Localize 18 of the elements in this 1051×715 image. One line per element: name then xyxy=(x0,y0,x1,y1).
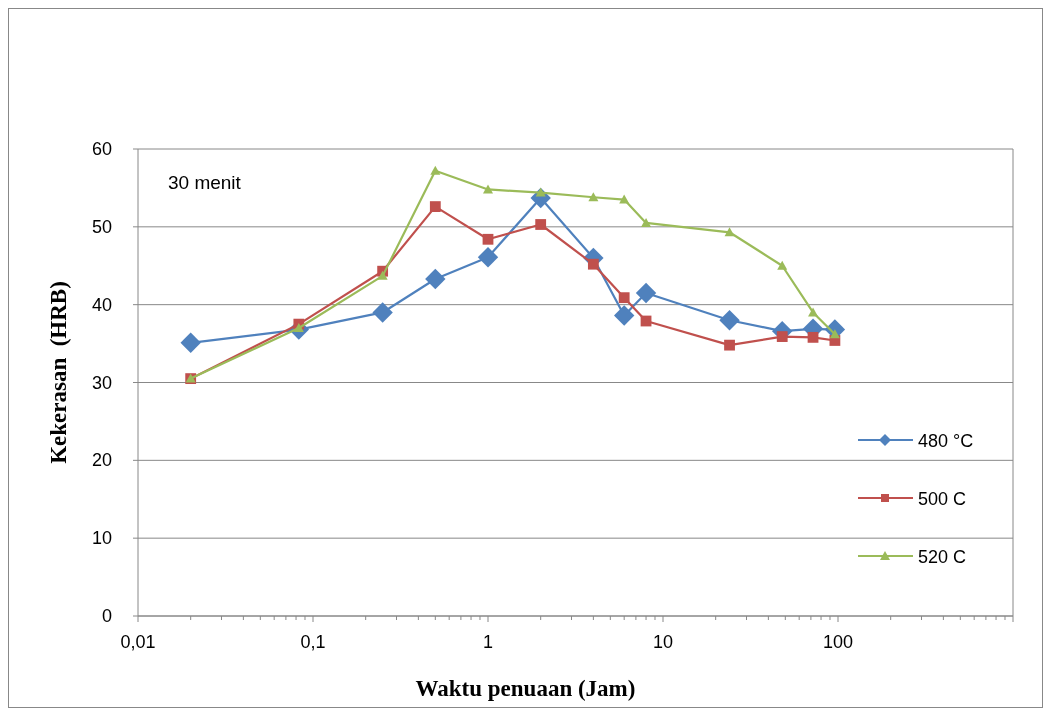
y-tick-label: 0 xyxy=(101,606,112,626)
x-tick-label: 0,1 xyxy=(300,632,326,652)
y-tick-label: 30 xyxy=(91,372,112,393)
y-tick-label: 50 xyxy=(91,216,112,237)
legend-label: 480 °C xyxy=(918,431,974,451)
x-axis-title: Waktu penuaan (Jam) xyxy=(415,676,636,701)
annotation: 30 menit xyxy=(168,172,242,193)
y-tick-label: 60 xyxy=(91,139,112,159)
x-tick-label: 10 xyxy=(652,632,674,652)
x-tick-label: 100 xyxy=(822,632,854,652)
y-tick-label: 10 xyxy=(91,528,112,549)
legend-label: 500 C xyxy=(918,489,967,509)
x-tick-label: 0,01 xyxy=(120,632,156,652)
y-tick-label: 40 xyxy=(91,294,112,315)
legend-label: 520 C xyxy=(918,547,967,567)
y-tick-label: 20 xyxy=(91,450,112,471)
x-tick-label: 1 xyxy=(482,632,494,652)
y-axis-title: Kekerasan (HRB) xyxy=(46,281,71,464)
